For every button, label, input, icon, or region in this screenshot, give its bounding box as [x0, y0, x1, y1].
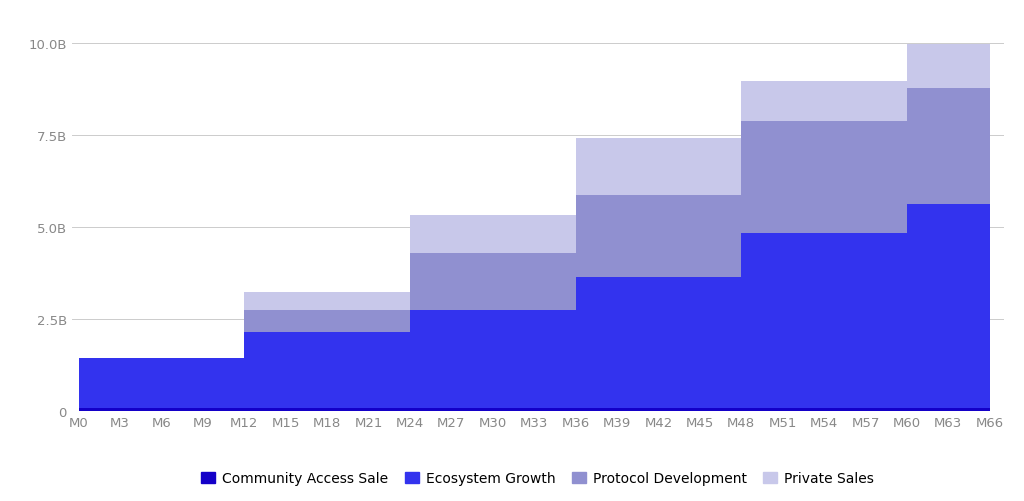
Legend: Community Access Sale, Ecosystem Growth, Protocol Development, Private Sales: Community Access Sale, Ecosystem Growth,… [196, 466, 880, 491]
